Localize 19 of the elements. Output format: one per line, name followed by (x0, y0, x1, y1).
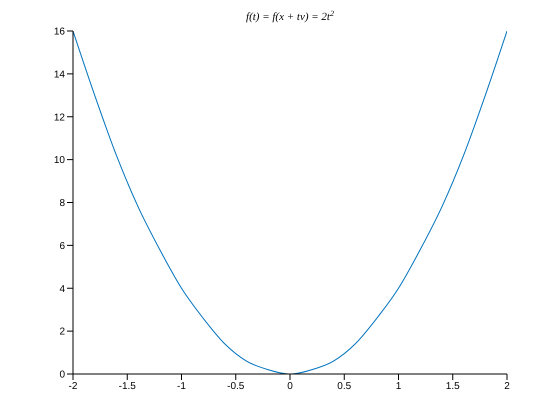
y-tick-label: 2 (59, 326, 66, 338)
x-tick-label: -0.5 (227, 381, 245, 392)
y-tick-label: 6 (59, 240, 66, 252)
y-tick-label: 4 (59, 284, 66, 295)
x-tick-label: 2 (504, 381, 510, 392)
y-tick-label: 12 (54, 112, 66, 124)
x-tick-label: 0 (287, 381, 294, 392)
y-tick-label: 14 (54, 69, 66, 80)
chart-title: f(t) = f(x + tv) = 2t$^{2}$ (246, 8, 334, 23)
y-tick-label: 10 (54, 155, 66, 166)
x-tick-label: -1 (177, 381, 186, 392)
x-tick-label: 1 (396, 381, 402, 392)
x-tick-label: -1.5 (118, 381, 136, 392)
x-tick-label: -2 (68, 381, 78, 392)
x-tick-label: 1.5 (446, 381, 460, 392)
y-tick-label: 16 (54, 26, 66, 38)
y-tick-label: 0 (59, 370, 66, 381)
y-tick-label: 8 (59, 198, 66, 210)
x-tick-label: 0.5 (337, 381, 352, 392)
